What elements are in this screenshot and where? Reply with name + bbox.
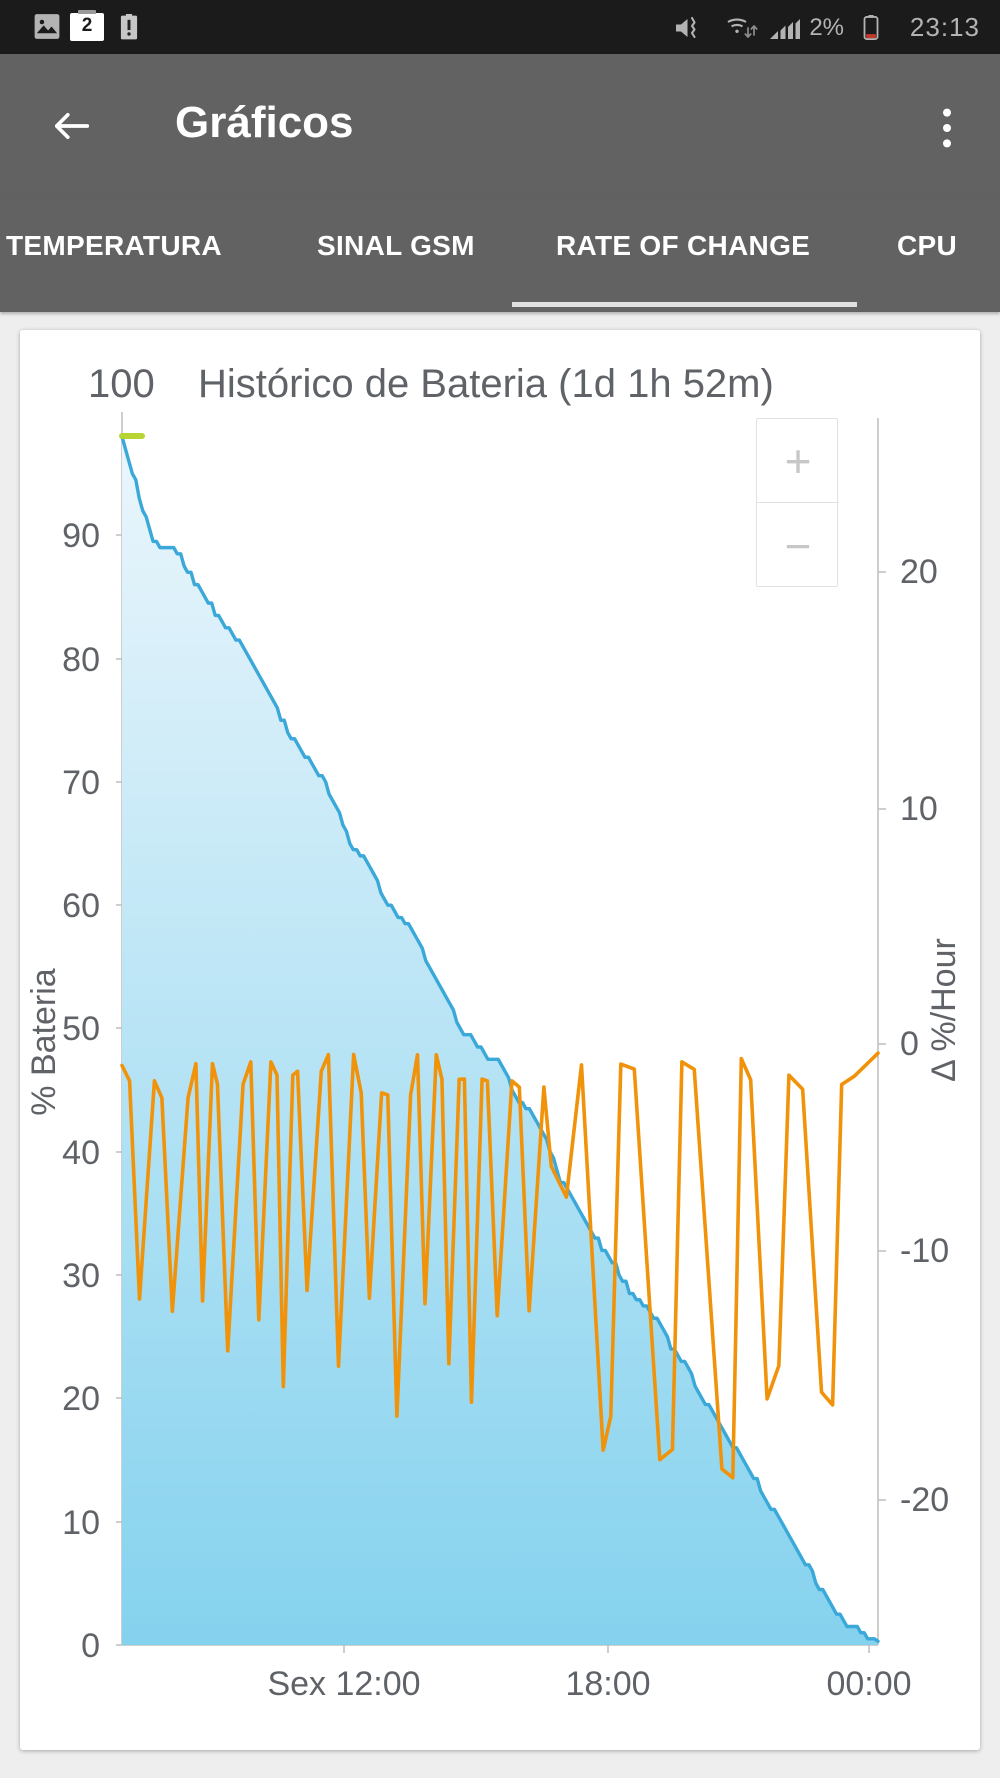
svg-text:90: 90: [62, 517, 100, 555]
svg-text:00:00: 00:00: [826, 1665, 911, 1703]
svg-text:10: 10: [900, 790, 938, 828]
svg-text:70: 70: [62, 764, 100, 802]
svg-text:40: 40: [62, 1134, 100, 1172]
svg-text:Δ %/Hour: Δ %/Hour: [925, 938, 963, 1082]
svg-text:80: 80: [62, 641, 100, 679]
svg-text:Sex 12:00: Sex 12:00: [267, 1665, 420, 1703]
svg-text:-10: -10: [900, 1232, 949, 1270]
svg-text:20: 20: [900, 553, 938, 591]
svg-text:50: 50: [62, 1010, 100, 1048]
svg-text:0: 0: [81, 1627, 100, 1665]
svg-text:-20: -20: [900, 1481, 949, 1519]
svg-text:10: 10: [62, 1504, 100, 1542]
svg-text:30: 30: [62, 1257, 100, 1295]
svg-text:60: 60: [62, 887, 100, 925]
svg-text:0: 0: [900, 1025, 919, 1063]
svg-text:20: 20: [62, 1380, 100, 1418]
svg-text:18:00: 18:00: [565, 1665, 650, 1703]
svg-text:% Bateria: % Bateria: [25, 968, 63, 1115]
